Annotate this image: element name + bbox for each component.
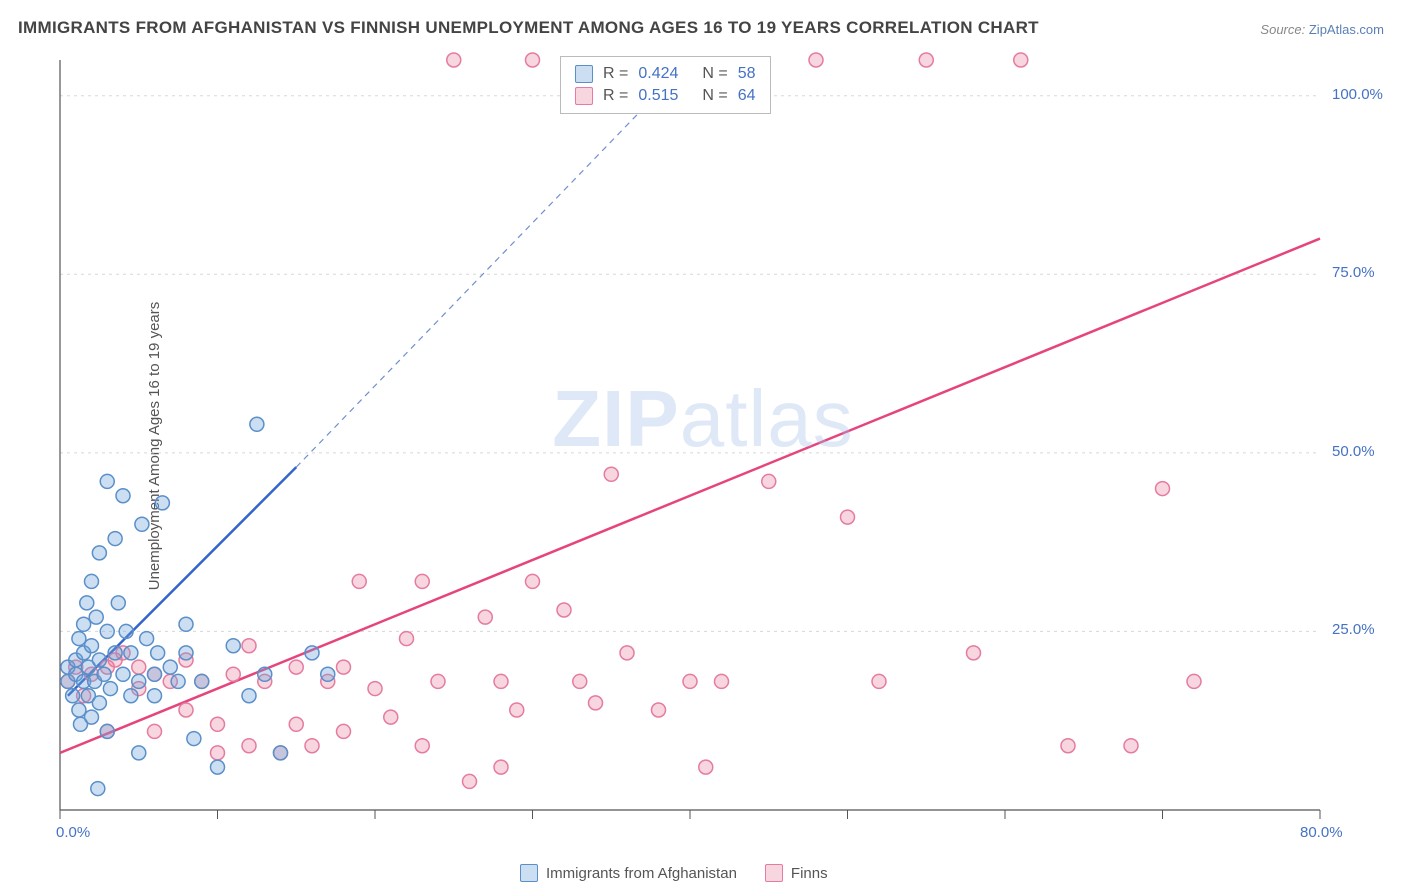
- tick-label: 75.0%: [1332, 264, 1375, 281]
- n-label: N =: [702, 65, 727, 83]
- chart-plot-area: [50, 50, 1390, 850]
- stats-row-series-1: R = 0.515 N = 64: [575, 85, 756, 107]
- swatch-icon: [765, 864, 783, 882]
- bottom-legend: Immigrants from Afghanistan Finns: [520, 864, 828, 882]
- chart-title: IMMIGRANTS FROM AFGHANISTAN VS FINNISH U…: [18, 18, 1039, 38]
- swatch-icon: [575, 87, 593, 105]
- r-label: R =: [603, 87, 628, 105]
- r-value: 0.424: [638, 65, 678, 83]
- swatch-icon: [520, 864, 538, 882]
- n-label: N =: [702, 87, 727, 105]
- tick-label: 50.0%: [1332, 443, 1375, 460]
- r-label: R =: [603, 65, 628, 83]
- stats-row-series-0: R = 0.424 N = 58: [575, 63, 756, 85]
- legend-label: Finns: [791, 865, 828, 882]
- chart-svg: [50, 50, 1390, 850]
- tick-label: 25.0%: [1332, 621, 1375, 638]
- stats-legend-box: R = 0.424 N = 58 R = 0.515 N = 64: [560, 56, 771, 114]
- legend-label: Immigrants from Afghanistan: [546, 865, 737, 882]
- n-value: 64: [738, 87, 756, 105]
- source-label: Source:: [1260, 22, 1305, 37]
- legend-item-1: Finns: [765, 864, 828, 882]
- legend-item-0: Immigrants from Afghanistan: [520, 864, 737, 882]
- source-attribution: Source: ZipAtlas.com: [1260, 22, 1384, 37]
- tick-label: 100.0%: [1332, 86, 1383, 103]
- tick-label: 0.0%: [56, 824, 90, 841]
- r-value: 0.515: [638, 87, 678, 105]
- source-value: ZipAtlas.com: [1309, 22, 1384, 37]
- tick-label: 80.0%: [1300, 824, 1343, 841]
- swatch-icon: [575, 65, 593, 83]
- n-value: 58: [738, 65, 756, 83]
